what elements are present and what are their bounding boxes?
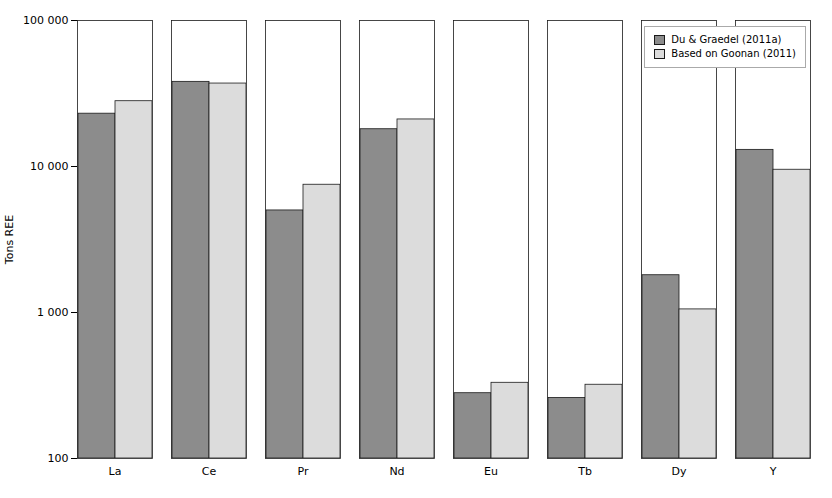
html-text:Du & Graedel (2011a): Du & Graedel (2011a)	[671, 34, 782, 45]
svg-text:Dy: Dy	[672, 465, 687, 478]
svg-text:Tons REE: Tons REE	[3, 215, 16, 265]
svg-text:La: La	[109, 465, 122, 478]
svg-text:100: 100	[48, 452, 69, 465]
svg-text:Pr: Pr	[298, 465, 309, 478]
svg-text:Nd: Nd	[389, 465, 404, 478]
svg-text:Ce: Ce	[202, 465, 217, 478]
svg-text:Tb: Tb	[577, 465, 592, 478]
svg-text:Y: Y	[769, 465, 777, 478]
svg-text:Eu: Eu	[484, 465, 498, 478]
svg-text:10 000: 10 000	[30, 160, 69, 173]
html-text:Based on Goonan (2011): Based on Goonan (2011)	[671, 48, 796, 59]
svg-text:100 000: 100 000	[23, 14, 69, 27]
svg-text:1 000: 1 000	[37, 306, 69, 319]
